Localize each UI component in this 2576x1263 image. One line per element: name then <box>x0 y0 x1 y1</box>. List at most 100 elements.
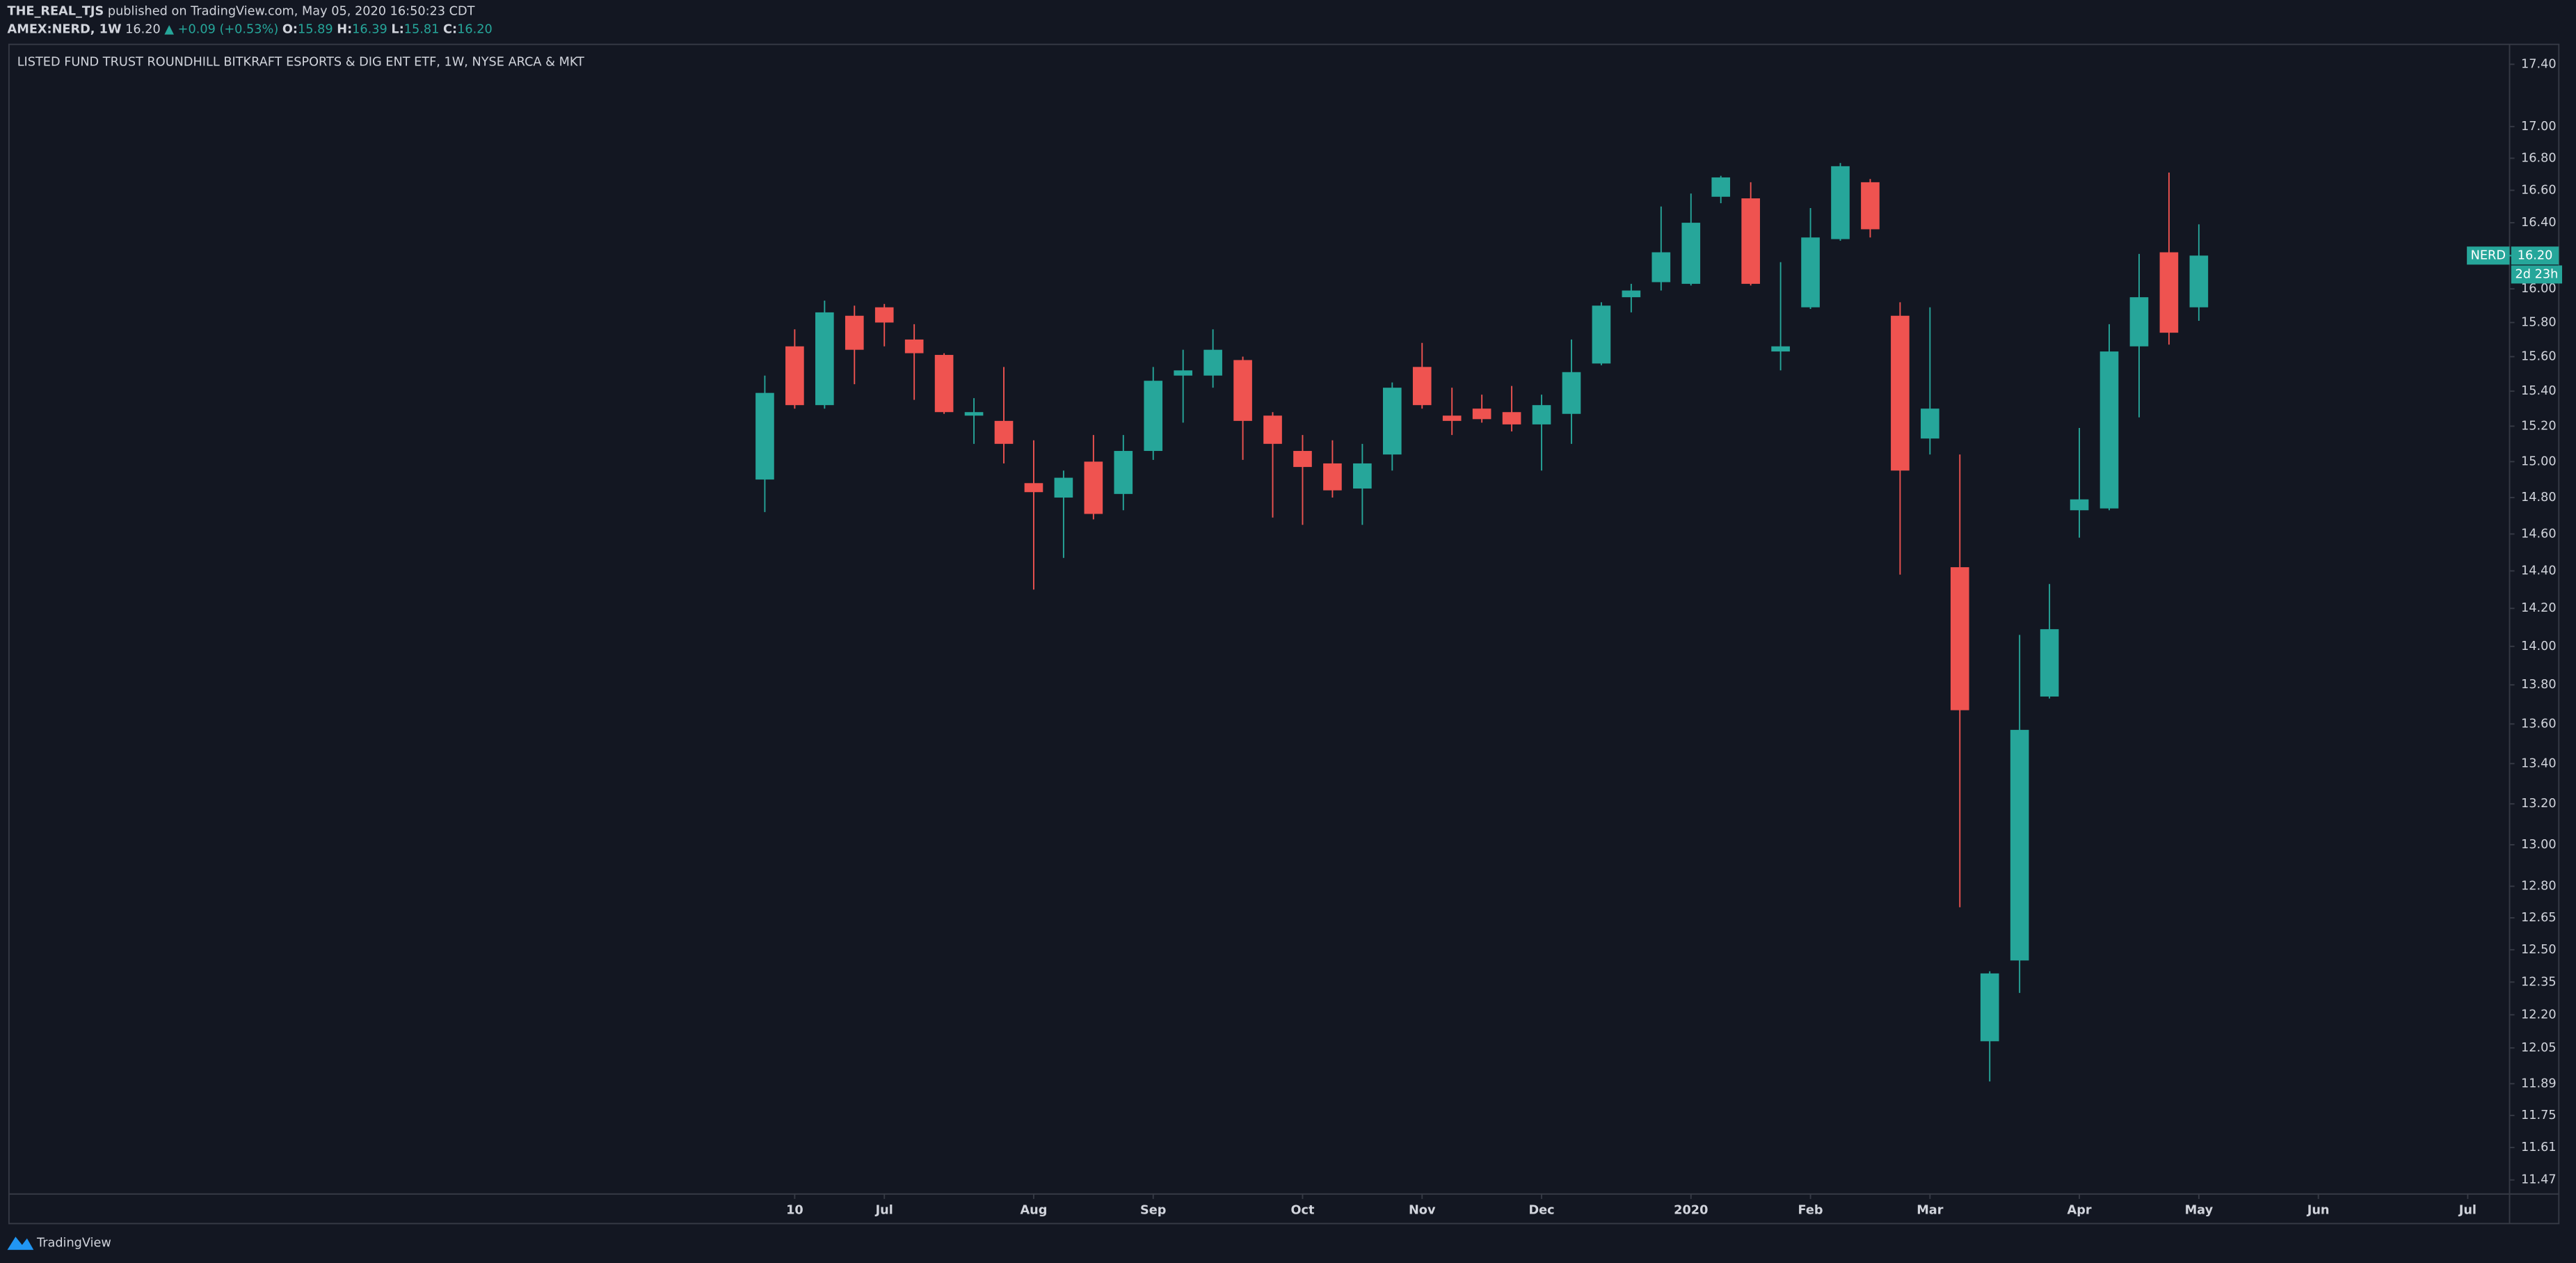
candle-body <box>1950 567 1969 710</box>
x-tick-label: May <box>2185 1203 2214 1217</box>
y-tick-label: 15.80 <box>2521 315 2557 329</box>
candle-body <box>1831 166 1850 239</box>
candle-body <box>1532 405 1551 424</box>
candle-body <box>1861 182 1880 230</box>
candle-body <box>1174 370 1192 376</box>
y-tick-label: 13.20 <box>2521 797 2557 811</box>
candle-body <box>1114 451 1133 494</box>
ohlc-label: C: <box>443 22 457 36</box>
y-tick-label: 11.61 <box>2521 1141 2557 1154</box>
price-label: 16.20 <box>2518 248 2553 262</box>
candle-body <box>1651 252 1671 283</box>
y-tick-label: 13.40 <box>2521 756 2557 770</box>
candle-body <box>2129 297 2149 347</box>
candle-body <box>1891 315 1910 471</box>
candle-body <box>1442 415 1462 421</box>
symbol: AMEX:NERD, 1W <box>8 22 122 36</box>
y-tick-label: 14.80 <box>2521 491 2557 505</box>
candle-body <box>2010 729 2029 961</box>
ohlc-value: 15.81 <box>404 22 440 36</box>
y-tick-label: 15.20 <box>2521 419 2557 433</box>
candle-body <box>1323 463 1342 491</box>
y-tick-label: 17.00 <box>2521 120 2557 134</box>
y-tick-label: 15.00 <box>2521 454 2557 468</box>
y-tick-label: 14.20 <box>2521 601 2557 615</box>
y-tick-label: 12.20 <box>2521 1008 2557 1022</box>
candle-body <box>1681 223 1701 284</box>
candle-body <box>1921 408 1939 439</box>
candle-body <box>1711 177 1731 197</box>
x-tick-label: 2020 <box>1674 1203 1708 1217</box>
candle-body <box>994 420 1014 444</box>
ohlc-label: O: <box>282 22 298 36</box>
candle-body <box>785 346 804 406</box>
y-tick-label: 11.75 <box>2521 1109 2557 1122</box>
y-tick-label: 14.40 <box>2521 564 2557 578</box>
y-tick-label: 14.60 <box>2521 527 2557 541</box>
ohlc-value: 16.39 <box>352 22 387 36</box>
candle-body <box>934 355 954 413</box>
y-tick-label: 13.00 <box>2521 838 2557 852</box>
candle-body <box>1741 198 1760 284</box>
x-tick-label: Jun <box>2307 1203 2330 1217</box>
chart-frame <box>8 43 2560 1225</box>
candle-body <box>2189 255 2209 308</box>
y-tick-label: 13.60 <box>2521 717 2557 731</box>
header-line-1: THE_REAL_TJS published on TradingView.co… <box>8 5 475 19</box>
last: 16.20 <box>125 22 161 36</box>
footer-brand: TradingView <box>36 1237 111 1250</box>
ohlc-value: 16.20 <box>457 22 493 36</box>
candle-body <box>815 312 834 406</box>
y-tick-label: 15.40 <box>2521 384 2557 398</box>
y-tick-label: 15.60 <box>2521 349 2557 363</box>
y-tick-label: 16.40 <box>2521 216 2557 230</box>
y-tick-label: 12.65 <box>2521 911 2557 925</box>
ohlc-value: 15.89 <box>298 22 333 36</box>
x-tick-label: Mar <box>1917 1203 1944 1217</box>
y-tick-label: 12.05 <box>2521 1041 2557 1055</box>
x-tick-label: Oct <box>1290 1203 1315 1217</box>
candle-body <box>1592 305 1611 364</box>
ohlc-label: H: <box>337 22 352 36</box>
symbol-tag <box>2467 246 2510 265</box>
candle-body <box>1412 367 1432 406</box>
candle-body <box>755 392 774 480</box>
tv-logo <box>7 1237 34 1250</box>
candle-body <box>1771 346 1790 352</box>
y-tick-label: 12.80 <box>2521 880 2557 893</box>
x-tick-label: Feb <box>1798 1203 1823 1217</box>
y-tick-label: 12.35 <box>2521 975 2557 989</box>
y-tick-label: 16.00 <box>2521 282 2557 296</box>
candle-body <box>1801 237 1820 308</box>
y-tick-label: 12.50 <box>2521 943 2557 957</box>
x-tick-label: 10 <box>786 1203 803 1217</box>
x-tick-label: Sep <box>1140 1203 1166 1217</box>
candle-body <box>2070 499 2089 511</box>
publisher: THE_REAL_TJS <box>8 5 104 19</box>
y-tick-label: 16.80 <box>2521 151 2557 165</box>
x-tick-label: Dec <box>1528 1203 1554 1217</box>
candle-body <box>874 307 894 323</box>
candle-body <box>904 339 924 354</box>
header-line-2: AMEX:NERD, 1W 16.20 ▲ +0.09 (+0.53%) O:1… <box>8 22 493 36</box>
candle-body <box>1144 381 1163 452</box>
y-tick-label: 13.80 <box>2521 678 2557 692</box>
candle-body <box>2159 252 2179 333</box>
y-tick-label: 11.47 <box>2521 1173 2557 1187</box>
x-tick-label: Apr <box>2067 1203 2092 1217</box>
candle-body <box>1084 461 1103 514</box>
countdown-tag <box>2511 265 2563 284</box>
candle-body <box>1562 372 1581 414</box>
countdown-label: 2d 23h <box>2515 267 2559 281</box>
candle-body <box>1203 349 1222 376</box>
candle-body <box>1263 415 1282 444</box>
candle-body <box>964 412 984 416</box>
change: ▲ +0.09 (+0.53%) <box>164 22 278 36</box>
x-tick-label: Jul <box>875 1203 893 1217</box>
candle-body <box>1233 360 1252 421</box>
candle-body <box>1024 483 1043 493</box>
y-tick-label: 14.00 <box>2521 640 2557 653</box>
candle-body <box>845 315 864 350</box>
